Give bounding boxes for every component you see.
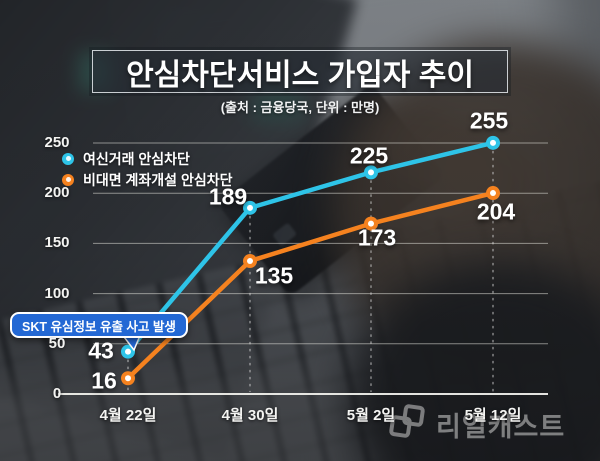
cyan-series-line <box>125 140 496 354</box>
data-point-center <box>490 190 496 197</box>
value-label: 225 <box>349 142 389 169</box>
x-axis-label: 5월 12일 <box>464 407 522 424</box>
legend-item-account: 비대면 계좌개설 안심차단 <box>62 169 232 190</box>
x-axis-label: 4월 22일 <box>99 407 157 424</box>
value-label: 173 <box>357 224 397 251</box>
data-point-center <box>125 348 131 355</box>
annotation-callout: SKT 유심정보 유출 사고 발생 <box>10 312 188 338</box>
data-point-center <box>368 169 374 176</box>
data-point-center <box>368 220 374 227</box>
value-label: 204 <box>476 198 516 225</box>
cyan-dot-icon <box>62 152 74 165</box>
value-label: 43 <box>88 337 114 364</box>
data-point-center <box>490 139 496 146</box>
y-tick-label: 250 <box>44 134 70 151</box>
y-tick-label: 0 <box>52 385 62 402</box>
data-point-center <box>247 258 253 265</box>
x-axis-label: 4월 30일 <box>221 407 279 424</box>
data-point-center <box>125 375 131 382</box>
data-point-center <box>247 204 253 211</box>
source-note: (출처 : 금융당국, 단위 : 만명) <box>220 100 380 115</box>
legend-label: 여신거래 안심차단 <box>83 150 190 167</box>
value-label: 255 <box>469 107 509 134</box>
annotation-text: SKT 유심정보 유출 사고 발생 <box>22 319 176 334</box>
legend-item-credit: 여신거래 안심차단 <box>62 148 232 169</box>
value-label: 189 <box>208 183 248 210</box>
value-label: 135 <box>254 262 294 289</box>
value-label: 16 <box>91 367 117 394</box>
y-tick-label: 50 <box>48 334 66 352</box>
x-axis-label: 5월 2일 <box>346 407 396 424</box>
legend-label: 비대면 계좌개설 안심차단 <box>83 171 233 188</box>
orange-series-line <box>125 190 496 381</box>
chart-legend: 여신거래 안심차단 비대면 계좌개설 안심차단 <box>62 148 232 190</box>
y-tick-label: 100 <box>44 284 70 302</box>
y-tick-label: 200 <box>44 184 70 202</box>
watermark: 리얼캐스트 <box>388 402 565 446</box>
title-banner: 안심차단서비스 가입자 추이 <box>92 50 508 93</box>
orange-dot-icon <box>62 173 74 186</box>
watermark-text: 리얼캐스트 <box>436 411 566 442</box>
page-title: 안심차단서비스 가입자 추이 <box>126 58 474 92</box>
y-tick-label: 150 <box>44 234 70 252</box>
